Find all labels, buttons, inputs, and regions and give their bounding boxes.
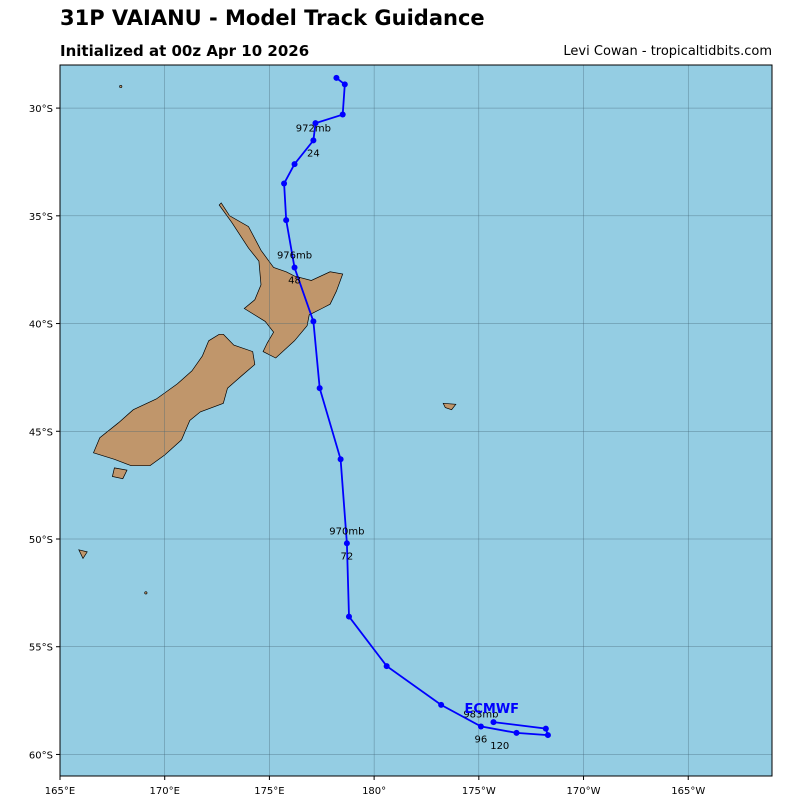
lon-tick-label: 175°E <box>254 786 284 797</box>
forecast-hour-label: 72 <box>341 551 354 562</box>
south-island-land <box>93 333 256 467</box>
norfolk-island-land <box>119 85 123 89</box>
chatham-islands-land <box>442 402 457 411</box>
track-point <box>341 81 348 88</box>
forecast-hour-label: 24 <box>307 148 320 159</box>
author-credit: Levi Cowan - tropicaltidbits.com <box>563 44 772 59</box>
lon-tick-label: 165°W <box>671 786 705 797</box>
map-frame <box>59 64 773 777</box>
track-point <box>310 318 317 325</box>
lat-tick-label: 55°S <box>29 643 53 654</box>
pressure-label: 970mb <box>329 526 364 537</box>
gridlines <box>60 65 772 776</box>
track-point <box>291 161 298 168</box>
track-point <box>310 137 317 144</box>
track-point <box>513 729 520 736</box>
lon-tick-label: 170°W <box>567 786 601 797</box>
lat-tick-label: 40°S <box>29 320 53 331</box>
track-point <box>542 725 549 732</box>
track-point <box>316 385 323 392</box>
campbell-island-land <box>144 591 148 595</box>
track-point <box>490 719 497 726</box>
forecast-hour-label: 96 <box>475 734 488 745</box>
page-title: 31P VAIANU - Model Track Guidance <box>60 6 485 30</box>
track-point <box>544 732 551 739</box>
pressure-label: 976mb <box>277 251 312 262</box>
track-point <box>333 74 340 81</box>
track-point <box>343 540 350 547</box>
pressure-label: 983mb <box>463 709 498 720</box>
model-name-label: ECMWF <box>464 702 519 717</box>
stewart-island-land <box>111 467 128 480</box>
init-time-subtitle: Initialized at 00z Apr 10 2026 <box>60 42 310 60</box>
north-island-land <box>218 202 344 359</box>
lon-tick-label: 175°W <box>462 786 496 797</box>
lon-tick-label: 180° <box>362 786 386 797</box>
track-point <box>383 663 390 670</box>
land-layer <box>78 85 457 595</box>
lat-tick-label: 30°S <box>29 104 53 115</box>
lat-tick-label: 45°S <box>29 427 53 438</box>
lon-tick-label: 170°E <box>150 786 180 797</box>
track-point <box>339 111 346 118</box>
pressure-label: 972mb <box>296 123 331 134</box>
forecast-hour-label: 120 <box>490 741 509 752</box>
track-point <box>345 613 352 620</box>
track-point <box>281 180 288 187</box>
lat-tick-label: 50°S <box>29 535 53 546</box>
storm-track <box>281 74 551 739</box>
track-point <box>477 723 484 730</box>
lat-tick-label: 35°S <box>29 212 53 223</box>
track-point <box>438 701 445 708</box>
lat-tick-label: 60°S <box>29 750 53 761</box>
forecast-hour-label: 48 <box>288 276 301 287</box>
auckland-islands-land <box>78 549 88 560</box>
track-point <box>312 120 319 127</box>
track-point <box>337 456 344 463</box>
track-point <box>291 264 298 271</box>
track-point <box>283 217 290 224</box>
axis-ticks: 165°E 170°E 175°E 180° 175°W 170°W 165°W 30°S 35… <box>29 104 705 797</box>
lon-tick-label: 165°E <box>45 786 75 797</box>
